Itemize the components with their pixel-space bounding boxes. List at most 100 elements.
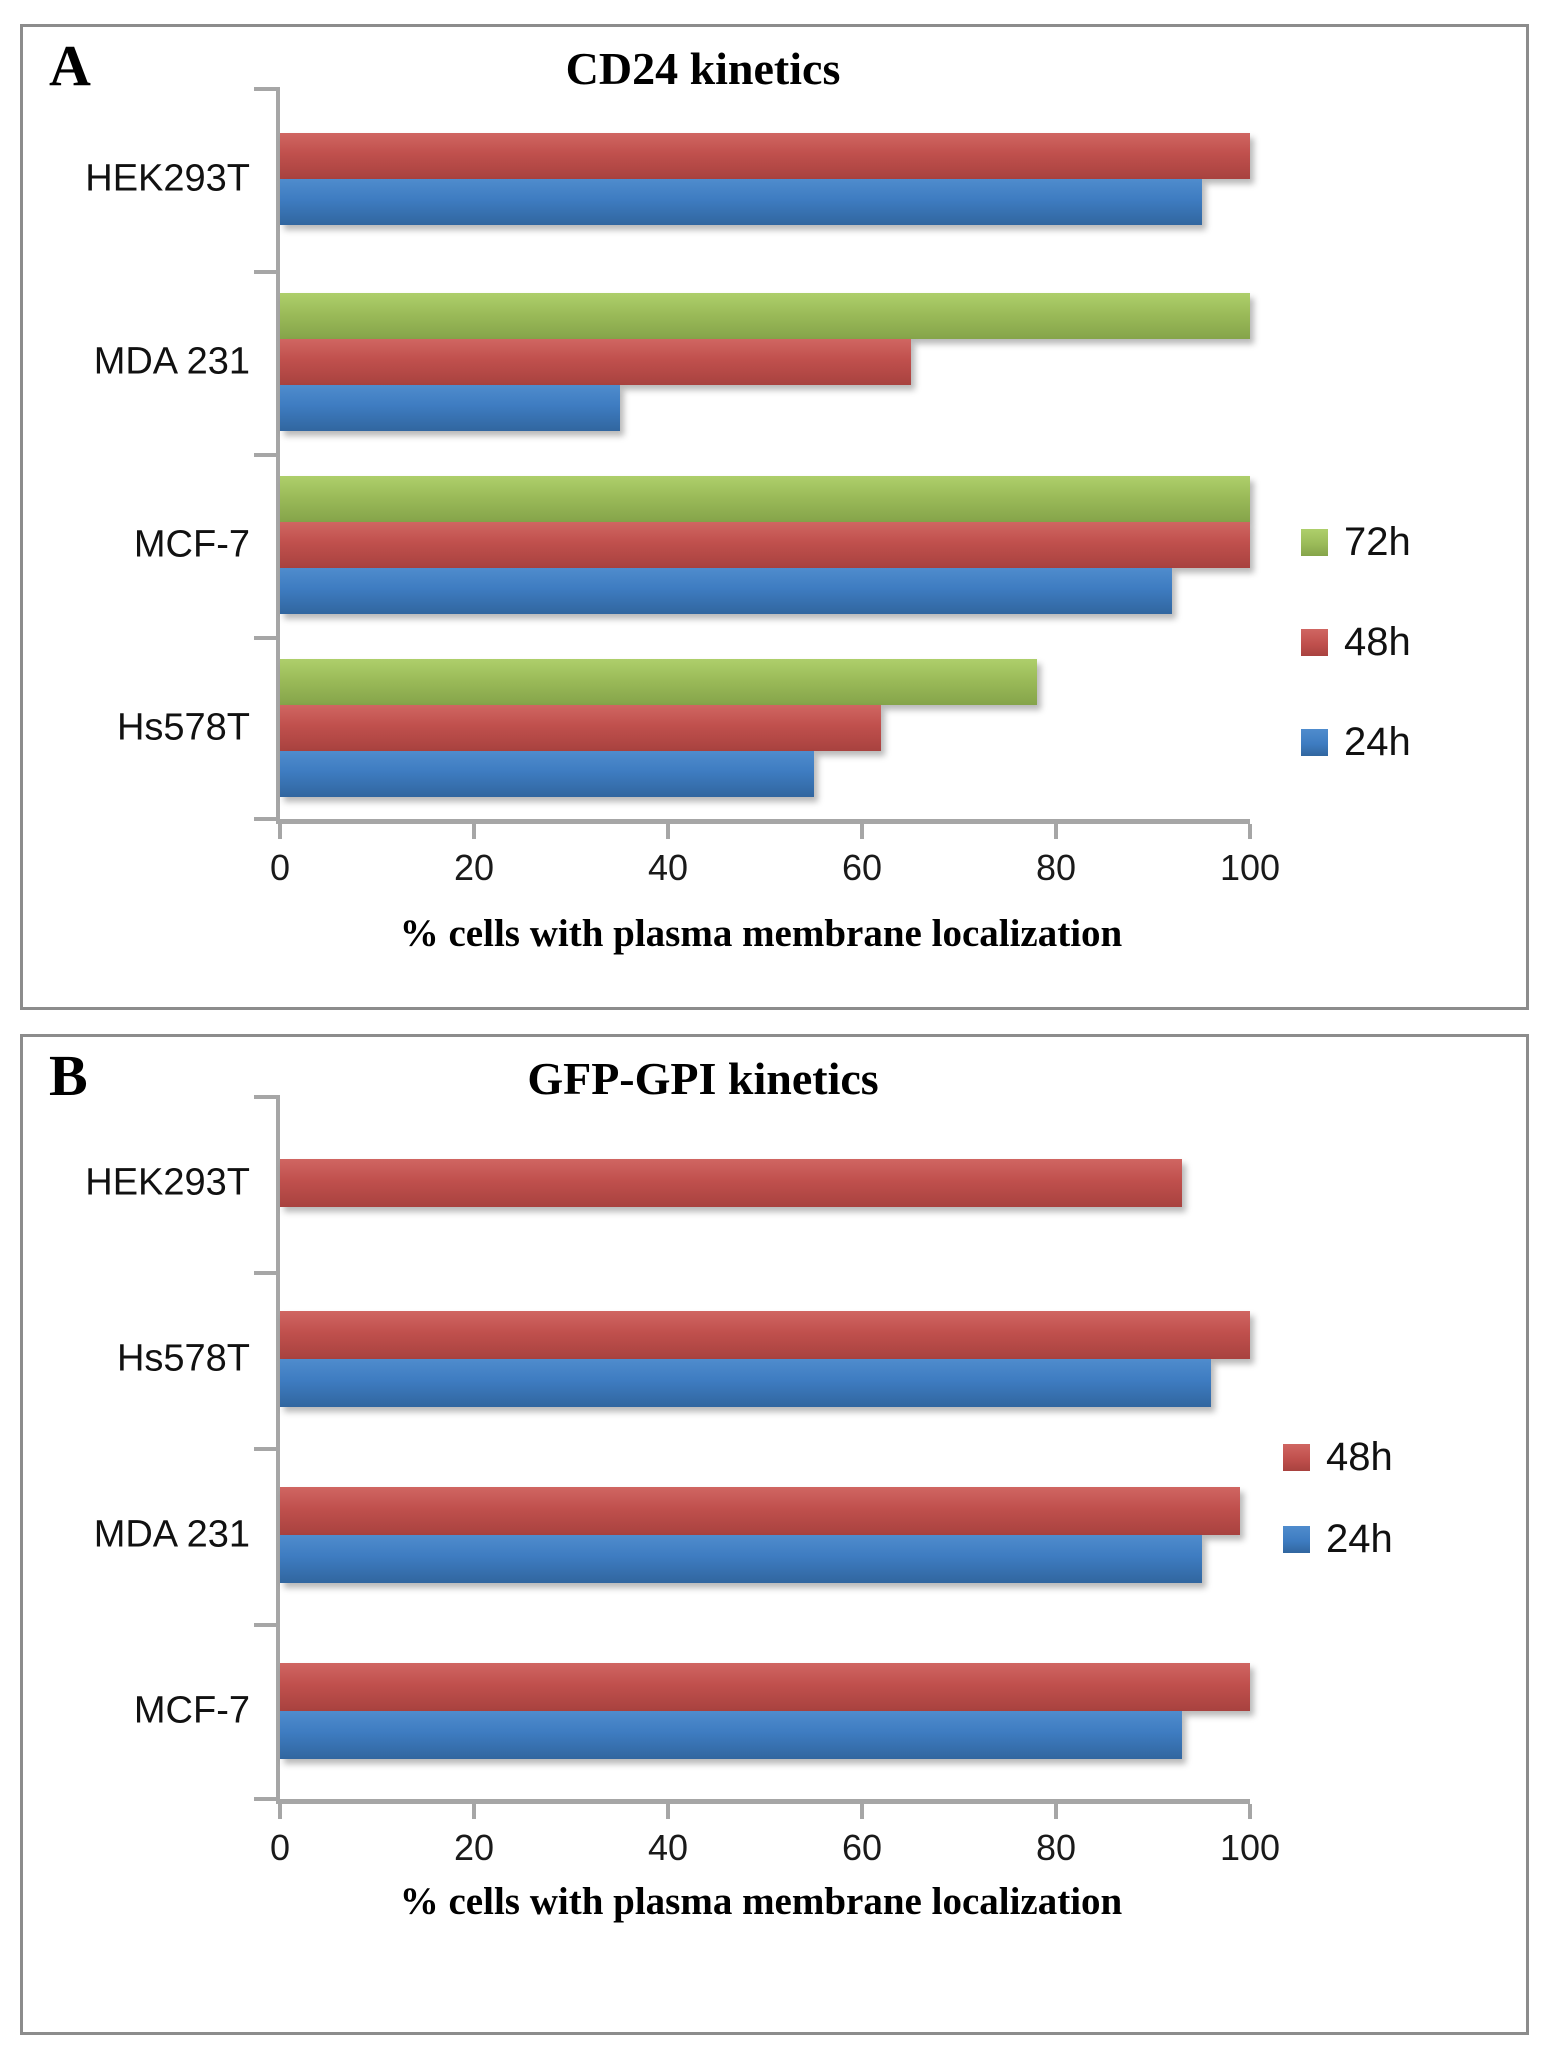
category-label-hek293t: HEK293T [85,1161,250,1204]
category-label-hs578t: Hs578T [116,706,250,748]
y-tick [254,1447,276,1451]
category-row-hek293t: HEK293T [85,1095,1250,1271]
bar-group-mda-231 [280,292,1250,431]
panel-letter-a: A [49,33,91,98]
bar-group-mcf-7 [280,475,1250,614]
category-row-hek293t: HEK293T [85,87,1250,270]
category-label-hs578t: Hs578T [116,1337,250,1380]
x-tick [1248,824,1252,839]
legend-swatch-72h [1301,528,1328,556]
category-row-mcf-7: MCF-7 [134,1623,1250,1799]
x-tick [278,1804,282,1819]
x-tick-label: 0 [269,847,291,888]
bar-72h-mcf-7 [280,475,1250,522]
category-row-hs578t: Hs578T [117,636,1250,819]
bar-48h-mda-231 [280,1487,1241,1535]
plot-area-a: HEK293T MDA 231 MCF-7 Hs578T 0 20 40 60 80 100 [85,87,1280,888]
legend-swatch-48h [1283,1443,1310,1471]
x-tick-label: 60 [841,847,883,888]
bar-group-mcf-7 [280,1663,1250,1759]
y-tick [254,817,276,821]
x-tick-label: 20 [453,1827,495,1868]
y-tick [254,1271,276,1275]
x-tick [1054,1804,1058,1819]
category-label-mda-231: MDA 231 [93,1513,250,1556]
x-tick [666,824,670,839]
bar-24h-mda-231 [280,1535,1202,1583]
x-tick [860,1804,864,1819]
chart-title-b: GFP-GPI kinetics [527,1053,879,1104]
legend-swatch-48h [1301,628,1328,656]
y-tick [254,1797,276,1801]
bar-group-hs578t [280,658,1250,797]
x-tick [860,824,864,839]
legend-swatch-24h [1283,1525,1310,1553]
category-row-hs578t: Hs578T [117,1271,1250,1447]
bar-24h-mcf-7 [280,1711,1183,1759]
bar-48h-hs578t [280,1311,1250,1359]
bar-24h-hs578t [280,750,814,797]
bar-48h-hs578t [280,704,882,751]
y-tick [254,1095,276,1099]
bar-48h-mcf-7 [280,521,1250,568]
x-tick-label: 40 [647,1827,689,1868]
x-axis-title-b: % cells with plasma membrane localizatio… [399,1880,1123,1923]
bar-group-hek293t [280,1159,1250,1207]
legend-item-48h: 48h [1283,1437,1393,1477]
legend-item-72h: 72h [1301,522,1411,562]
category-row-mda-231: MDA 231 [94,270,1250,453]
x-tick-label: 80 [1035,847,1077,888]
legend-label-24h: 24h [1326,1517,1393,1561]
category-label-mcf-7: MCF-7 [133,523,250,565]
bar-group-hs578t [280,1311,1250,1407]
legend-item-24h: 24h [1301,722,1411,762]
x-tick [278,824,282,839]
legend-item-48h: 48h [1301,622,1411,662]
y-tick [254,270,276,274]
x-tick [1248,1804,1252,1819]
bar-group-hek293t [280,132,1250,225]
bar-48h-hek293t [280,132,1250,179]
x-tick-label: 100 [1219,1827,1281,1868]
category-label-hek293t: HEK293T [85,157,250,199]
panel-a: A CD24 kinetics HEK293T MDA 231 MCF-7 Hs578… [20,24,1529,1010]
x-tick-label: 40 [647,847,689,888]
category-label-mda-231: MDA 231 [93,340,250,382]
bar-48h-mcf-7 [280,1663,1250,1711]
bar-48h-mda-231 [280,338,911,385]
category-label-mcf-7: MCF-7 [133,1689,250,1732]
bar-48h-hek293t [280,1159,1183,1207]
y-tick [254,453,276,457]
legend-label-48h: 48h [1326,1435,1393,1479]
x-tick [1054,824,1058,839]
legend-label-72h: 72h [1344,520,1411,564]
y-tick [254,1623,276,1627]
bar-24h-hs578t [280,1359,1212,1407]
x-tick-label: 60 [841,1827,883,1868]
legend-label-48h: 48h [1344,620,1411,664]
x-tick-label: 20 [453,847,495,888]
x-tick-label: 0 [269,1827,291,1868]
bar-24h-mcf-7 [280,567,1173,614]
y-tick [254,636,276,640]
x-tick [666,1804,670,1819]
category-row-mda-231: MDA 231 [94,1447,1250,1623]
legend-swatch-24h [1301,728,1328,756]
x-tick [472,824,476,839]
chart-title-a: CD24 kinetics [565,43,841,94]
x-tick [472,1804,476,1819]
legend-item-24h: 24h [1283,1519,1393,1559]
x-tick-label: 100 [1219,847,1281,888]
bar-72h-mda-231 [280,292,1250,339]
plot-area-b: HEK293T Hs578T MDA 231 MCF-7 0 20 40 60 80 100 [85,1095,1280,1868]
panel-letter-b: B [49,1043,88,1108]
bar-group-mda-231 [280,1487,1250,1583]
category-row-mcf-7: MCF-7 [134,453,1250,636]
x-axis-title-a: % cells with plasma membrane localizatio… [399,912,1123,955]
x-tick-label: 80 [1035,1827,1077,1868]
y-tick [254,87,276,91]
bar-24h-hek293t [280,178,1202,225]
bar-24h-mda-231 [280,384,620,431]
bar-72h-hs578t [280,658,1037,705]
